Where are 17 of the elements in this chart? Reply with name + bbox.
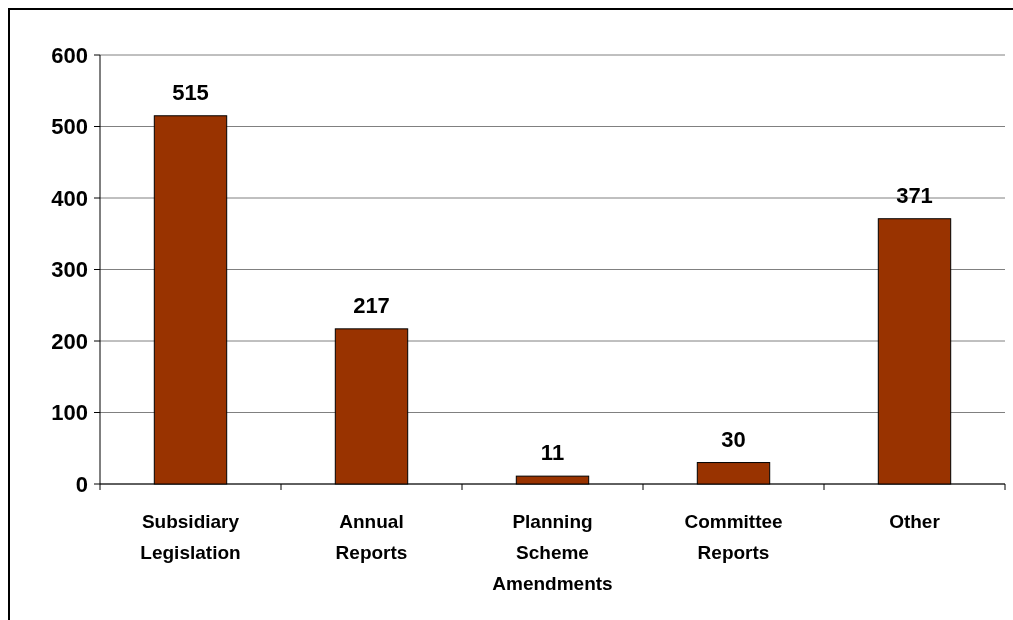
data-label: 371 (896, 182, 933, 208)
x-tick-label: Planning Scheme Amendments (492, 511, 613, 594)
x-tick-label: Annual Reports (335, 511, 408, 563)
y-tick-label: 600 (51, 42, 88, 68)
y-tick-label: 300 (51, 257, 88, 283)
y-tick-label: 100 (51, 400, 88, 426)
data-label: 217 (353, 292, 390, 318)
y-tick-label: 0 (75, 471, 88, 497)
data-label: 515 (172, 79, 209, 105)
data-label: 30 (721, 426, 746, 452)
data-label: 11 (540, 440, 565, 466)
y-tick-label: 500 (51, 114, 88, 140)
x-tick-label: Committee Reports (684, 511, 783, 563)
x-tick-label: Subsidiary Legislation (140, 511, 241, 563)
x-tick-label: Other (889, 511, 941, 532)
y-tick-label: 200 (51, 328, 88, 354)
y-tick-label: 400 (51, 185, 88, 211)
